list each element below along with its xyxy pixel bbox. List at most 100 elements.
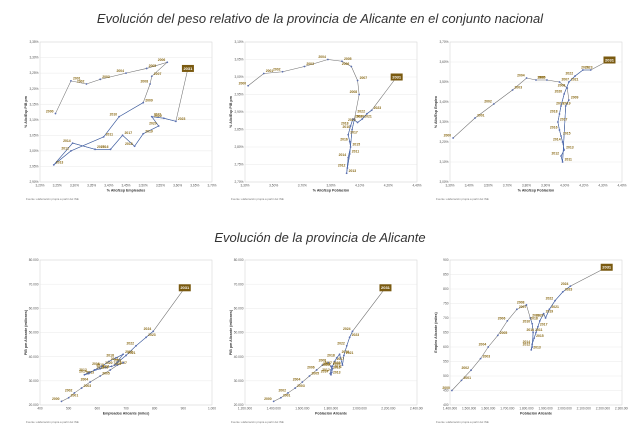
point-label-2015: 2015 <box>353 143 361 147</box>
y-tick-label: 800 <box>443 287 449 291</box>
x-tick-label: 4,10% <box>355 184 364 188</box>
point-highlight-2031: 2031 <box>178 284 191 292</box>
point-2000 <box>451 389 453 392</box>
y-tick-label: 3,70% <box>439 40 448 44</box>
point-label-2016: 2016 <box>526 328 534 332</box>
point-2014 <box>531 343 534 345</box>
chart-pib-vs-empleados: 20.000 30.000 40.000 50.000 60.000 70.000 80.0… <box>18 252 218 427</box>
point-2005 <box>535 79 537 81</box>
point-2006 <box>315 369 318 371</box>
source-note: Fuente: elaboración propia a partir del … <box>26 420 79 424</box>
point-label-2014: 2014 <box>523 340 531 344</box>
x-tick-label: 4,40% <box>412 184 421 188</box>
point-2021 <box>567 81 570 83</box>
point-label-2008: 2008 <box>141 80 149 84</box>
y-tick-label: 600 <box>443 345 449 349</box>
point-2000 <box>452 137 455 139</box>
x-tick-label: 3,80% <box>522 184 531 188</box>
point-highlight-2031: 2031 <box>379 284 392 292</box>
point-label-2005: 2005 <box>312 372 320 376</box>
y-tick-label: 750 <box>443 302 449 306</box>
point-label-2002: 2002 <box>461 366 469 370</box>
y-tick-label: 80.000 <box>29 258 39 262</box>
point-label-2008: 2008 <box>319 358 327 362</box>
point-label-2019: 2019 <box>563 102 571 106</box>
plot-frame <box>39 41 213 183</box>
point-label-2014: 2014 <box>79 369 87 373</box>
point-2022 <box>345 344 348 347</box>
point-2016 <box>100 365 103 368</box>
point-label-2013: 2013 <box>566 146 574 150</box>
x-tick-label: 1.800.000 <box>519 407 533 411</box>
x-tick-label: 2.400.000 <box>410 407 423 411</box>
point-label-2007: 2007 <box>154 72 162 76</box>
point-2012 <box>560 155 562 157</box>
point-2007 <box>321 364 324 367</box>
point-2002 <box>73 392 76 394</box>
point-label-2006: 2006 <box>307 366 315 370</box>
point-2020 <box>341 364 344 367</box>
series-line-recent <box>557 69 591 163</box>
point-2008 <box>566 87 569 89</box>
point-2002 <box>287 392 289 394</box>
point-label-2006: 2006 <box>158 58 166 62</box>
x-tick-label: 3,55% <box>156 184 165 188</box>
point-label-2017: 2017 <box>560 118 568 122</box>
point-label-2024: 2024 <box>581 66 589 70</box>
point-2018 <box>115 356 117 359</box>
point-2002 <box>492 103 495 105</box>
point-label-2000: 2000 <box>442 386 450 390</box>
point-label-2004: 2004 <box>293 378 301 382</box>
point-label-2024: 2024 <box>561 282 569 286</box>
point-label-2001: 2001 <box>283 393 291 397</box>
x-axis-title: Empleados Alicante (miles) <box>103 412 150 416</box>
point-label-2013: 2013 <box>349 169 357 173</box>
point-2009 <box>567 99 570 101</box>
y-tick-label: 30.000 <box>29 379 39 383</box>
point-2014 <box>347 156 350 159</box>
x-tick-label: 3,30% <box>70 184 79 188</box>
point-label-2021: 2021 <box>346 351 354 355</box>
x-tick-label: 1.800.000 <box>324 407 338 411</box>
point-2019 <box>142 132 145 135</box>
y-tick-label: 2,85% <box>234 128 243 132</box>
point-2011 <box>561 161 564 163</box>
point-label-2010: 2010 <box>110 112 118 116</box>
point-label-2024: 2024 <box>343 327 351 331</box>
highlight-label: 2031 <box>602 265 612 270</box>
point-label-2012: 2012 <box>79 368 87 372</box>
x-tick-label: 2.300.000 <box>615 407 628 411</box>
point-label-2007: 2007 <box>360 76 368 80</box>
point-2017 <box>347 133 350 136</box>
point-2001 <box>67 396 70 399</box>
point-2003 <box>99 78 102 81</box>
highlight-label: 2031 <box>180 285 190 290</box>
x-tick-label: 400 <box>37 407 43 411</box>
point-label-2002: 2002 <box>273 67 281 71</box>
point-2000 <box>247 84 250 87</box>
y-tick-label: 2,80% <box>234 145 243 149</box>
point-label-2011: 2011 <box>334 364 341 368</box>
x-tick-label: 4,00% <box>560 184 569 188</box>
point-2015 <box>533 337 535 340</box>
point-label-2014: 2014 <box>321 369 329 373</box>
y-tick-label: 60.000 <box>29 306 39 310</box>
highlight-badge <box>379 284 392 292</box>
point-2017 <box>556 121 559 123</box>
point-label-2000: 2000 <box>264 397 272 401</box>
point-label-2012: 2012 <box>322 368 330 372</box>
point-label-2003: 2003 <box>515 86 523 90</box>
highlight-label: 2031 <box>392 74 402 79</box>
y-tick-label: 3,20% <box>439 140 448 144</box>
point-2017 <box>107 360 110 363</box>
point-label-2013: 2013 <box>56 161 64 165</box>
x-tick-label: 3,30% <box>240 184 249 188</box>
point-2015 <box>330 369 332 371</box>
point-2013 <box>530 349 533 351</box>
point-label-2013: 2013 <box>533 346 541 350</box>
point-2009 <box>110 365 113 368</box>
x-tick-label: 1.000 <box>208 407 216 411</box>
chart-empleo-vs-poblacion: 400 450 500 550 600 650 700 750 800 850 900 1.400.0… <box>428 252 628 427</box>
point-2003 <box>80 387 83 389</box>
point-2008 <box>358 93 361 96</box>
